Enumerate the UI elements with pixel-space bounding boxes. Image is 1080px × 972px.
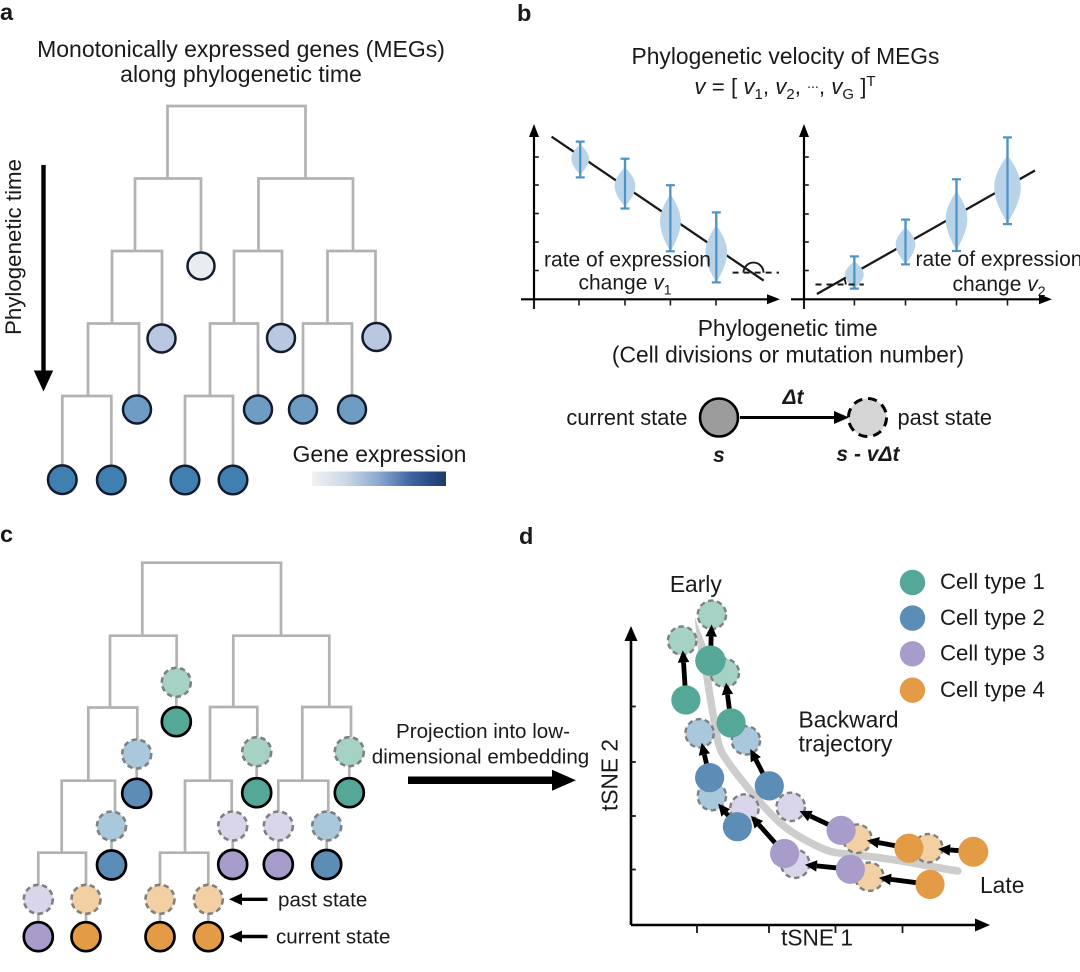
svg-text:Phylogenetic time: Phylogenetic time — [1, 159, 26, 335]
svg-text:Phylogenetic velocity of MEGs: Phylogenetic velocity of MEGs — [632, 43, 940, 69]
svg-text:Cell type 3: Cell type 3 — [940, 641, 1045, 666]
svg-text:(Cell divisions or mutation nu: (Cell divisions or mutation number) — [612, 342, 964, 368]
svg-text:dimensional embedding: dimensional embedding — [372, 746, 590, 769]
svg-text:change v2: change v2 — [952, 273, 1045, 299]
svg-text:a: a — [0, 0, 14, 25]
svg-text:s: s — [713, 444, 725, 467]
svg-text:s - vΔt: s - vΔt — [836, 443, 900, 466]
svg-text:b: b — [517, 0, 531, 26]
svg-text:past state: past state — [278, 889, 367, 912]
svg-text:Monotonically expressed genes: Monotonically expressed genes (MEGs) — [37, 36, 445, 62]
svg-text:Late: Late — [980, 872, 1024, 898]
svg-text:rate of expression: rate of expression — [916, 248, 1080, 271]
svg-text:along phylogenetic time: along phylogenetic time — [120, 61, 362, 87]
svg-text:change v1: change v1 — [578, 272, 671, 298]
svg-text:trajectory: trajectory — [799, 731, 893, 757]
svg-text:Early: Early — [670, 571, 723, 597]
svg-text:Projection into low-: Projection into low- — [396, 720, 570, 743]
svg-text:Backward: Backward — [799, 707, 899, 733]
svg-text:rate of expression: rate of expression — [544, 249, 711, 272]
svg-text:Cell type 1: Cell type 1 — [940, 569, 1045, 594]
svg-text:Cell type 4: Cell type 4 — [940, 677, 1045, 702]
svg-text:c: c — [0, 521, 13, 547]
svg-text:d: d — [519, 523, 533, 549]
svg-text:current state: current state — [276, 926, 390, 949]
svg-text:Cell type 2: Cell type 2 — [940, 605, 1045, 630]
svg-text:Phylogenetic time: Phylogenetic time — [698, 315, 878, 341]
svg-text:past state: past state — [898, 405, 993, 430]
svg-text:Gene expression: Gene expression — [293, 441, 467, 467]
svg-text:current state: current state — [566, 405, 687, 430]
svg-text:tSNE 1: tSNE 1 — [781, 925, 853, 951]
svg-text:Δt: Δt — [781, 386, 804, 409]
svg-text:v = [ v1, v2, ..., vG ]T: v = [ v1, v2, ..., vG ]T — [694, 73, 875, 103]
svg-text:tSNE 2: tSNE 2 — [597, 739, 623, 811]
